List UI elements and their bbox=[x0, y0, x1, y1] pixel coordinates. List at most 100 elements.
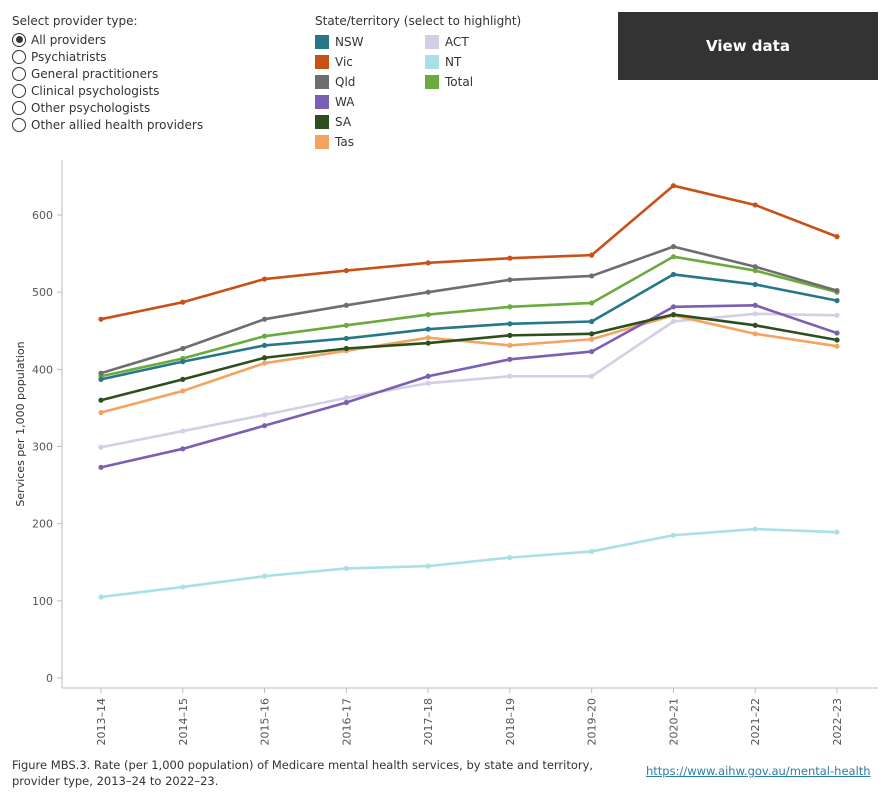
x-tick-label: 2020–21 bbox=[667, 698, 680, 746]
radio-unselected-icon[interactable] bbox=[12, 117, 26, 132]
provider-type-radio-group: All providers Psychiatrists General practi… bbox=[12, 31, 203, 133]
data-point-tas bbox=[425, 335, 431, 341]
legend-item[interactable]: Vic bbox=[315, 52, 425, 72]
legend-item[interactable]: NT bbox=[425, 52, 515, 72]
view-data-button[interactable]: View data bbox=[618, 12, 878, 80]
aihw-link[interactable]: https://www.aihw.gov.au/mental-health bbox=[646, 764, 871, 778]
legend-item[interactable]: WA bbox=[315, 92, 425, 112]
provider-option[interactable]: General practitioners bbox=[12, 65, 203, 82]
state-legend: NSW Vic Qld WA SA Tas ACT NT Total bbox=[315, 32, 515, 152]
data-point-nsw bbox=[670, 271, 677, 278]
data-point-nsw bbox=[589, 318, 595, 325]
legend-item[interactable]: ACT bbox=[425, 32, 515, 52]
data-point-total bbox=[589, 300, 595, 306]
data-point-wa bbox=[261, 423, 268, 429]
radio-unselected-icon[interactable] bbox=[12, 100, 26, 115]
legend-label: NSW bbox=[335, 35, 364, 49]
data-point-wa bbox=[589, 348, 595, 355]
data-point-nsw bbox=[343, 335, 349, 342]
x-tick-label: 2022–23 bbox=[831, 698, 844, 746]
y-tick-label: 500 bbox=[32, 286, 53, 299]
data-point-act bbox=[589, 373, 595, 379]
data-point-qld bbox=[670, 244, 677, 250]
legend-label: Total bbox=[445, 75, 474, 89]
legend-item[interactable]: Tas bbox=[315, 132, 425, 152]
legend-swatch bbox=[315, 75, 329, 89]
legend-swatch bbox=[315, 55, 329, 69]
legend-item[interactable]: Qld bbox=[315, 72, 425, 92]
legend-swatch bbox=[315, 115, 329, 129]
data-point-nsw bbox=[752, 281, 758, 288]
figure-caption: Figure MBS.3. Rate (per 1,000 population… bbox=[12, 758, 594, 788]
data-point-nt bbox=[752, 526, 758, 532]
data-point-act bbox=[507, 373, 513, 379]
data-point-wa bbox=[752, 302, 758, 308]
provider-option-label: Clinical psychologists bbox=[31, 83, 160, 98]
data-point-wa bbox=[343, 399, 349, 406]
legend-title: State/territory (select to highlight) bbox=[315, 14, 522, 28]
y-tick-label: 200 bbox=[32, 518, 53, 531]
data-point-act bbox=[834, 312, 840, 318]
series-line-tas bbox=[100, 314, 838, 414]
provider-option-label: Other psychologists bbox=[31, 100, 151, 115]
data-point-total bbox=[261, 333, 268, 339]
series-line-nsw bbox=[100, 273, 838, 381]
provider-option[interactable]: Psychiatrists bbox=[12, 48, 203, 65]
legend-item[interactable]: SA bbox=[315, 112, 425, 132]
data-point-wa bbox=[670, 304, 677, 310]
data-point-sa bbox=[507, 332, 513, 338]
data-point-vic bbox=[343, 267, 349, 274]
data-point-vic bbox=[752, 202, 758, 208]
data-point-tas bbox=[261, 360, 268, 366]
legend-item[interactable]: NSW bbox=[315, 32, 425, 52]
y-axis-label: Services per 1,000 population bbox=[14, 341, 27, 506]
data-point-tas bbox=[180, 388, 186, 394]
legend-label: Vic bbox=[335, 55, 353, 69]
y-tick-label: 600 bbox=[32, 209, 53, 222]
data-point-nsw bbox=[425, 326, 431, 332]
x-tick-label: 2018–19 bbox=[504, 698, 517, 746]
radio-unselected-icon[interactable] bbox=[12, 83, 26, 98]
data-point-act bbox=[752, 311, 758, 317]
provider-type-title: Select provider type: bbox=[12, 14, 138, 28]
legend-item[interactable]: Total bbox=[425, 72, 515, 92]
provider-option[interactable]: Other psychologists bbox=[12, 99, 203, 116]
data-point-nt bbox=[507, 555, 513, 561]
data-point-qld bbox=[589, 273, 595, 279]
data-point-nsw bbox=[261, 342, 268, 349]
legend-swatch bbox=[425, 35, 439, 49]
x-tick-label: 2019–20 bbox=[586, 698, 599, 746]
radio-selected-icon[interactable] bbox=[12, 32, 26, 47]
data-point-qld bbox=[425, 289, 431, 295]
data-point-sa bbox=[261, 355, 268, 361]
series-line-total bbox=[100, 255, 838, 378]
provider-option[interactable]: Clinical psychologists bbox=[12, 82, 203, 99]
data-point-tas bbox=[752, 331, 758, 337]
data-point-act bbox=[261, 412, 268, 418]
data-point-sa bbox=[98, 397, 104, 403]
y-tick-label: 300 bbox=[32, 441, 53, 454]
data-point-nt bbox=[261, 573, 268, 579]
radio-unselected-icon[interactable] bbox=[12, 66, 26, 81]
data-point-sa bbox=[834, 337, 840, 343]
x-tick-label: 2013–14 bbox=[95, 698, 108, 746]
provider-option-label: All providers bbox=[31, 32, 106, 47]
data-point-nsw bbox=[834, 298, 840, 304]
legend-label: NT bbox=[445, 55, 462, 69]
data-point-nt bbox=[589, 548, 595, 555]
data-point-sa bbox=[589, 331, 595, 337]
radio-unselected-icon[interactable] bbox=[12, 49, 26, 64]
provider-option[interactable]: All providers bbox=[12, 31, 203, 48]
y-tick-label: 100 bbox=[32, 595, 53, 608]
data-point-act bbox=[425, 380, 431, 386]
data-point-nt bbox=[180, 584, 186, 590]
data-point-wa bbox=[507, 356, 513, 362]
data-point-total bbox=[343, 322, 349, 328]
series-line-qld bbox=[100, 245, 838, 375]
data-point-qld bbox=[180, 345, 186, 352]
legend-swatch bbox=[315, 135, 329, 149]
provider-option[interactable]: Other allied health providers bbox=[12, 116, 203, 133]
data-point-act bbox=[670, 318, 677, 325]
data-point-tas bbox=[507, 342, 513, 349]
line-chart: 0 100 200 300 400 500 600 Services per 1,000 po… bbox=[14, 160, 878, 746]
